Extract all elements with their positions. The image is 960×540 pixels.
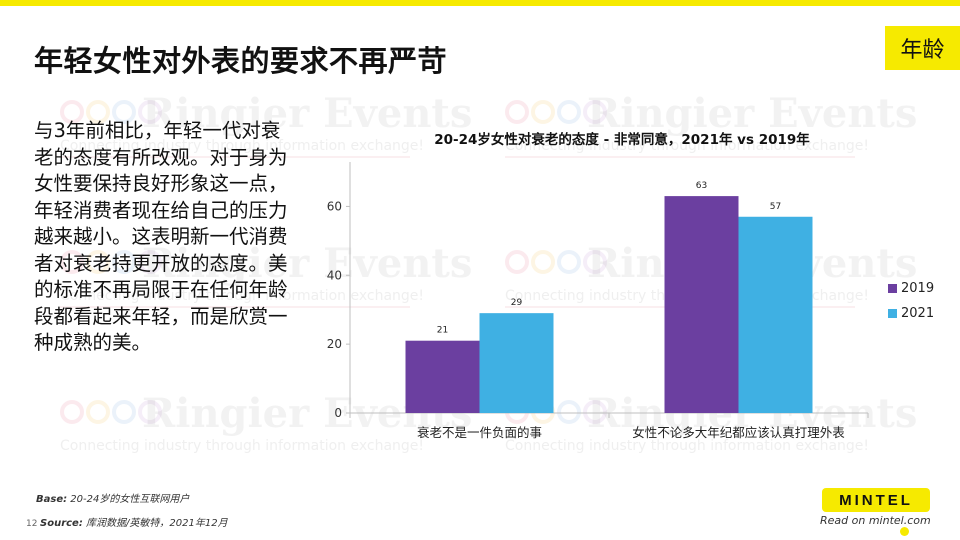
mintel-logo: MINTEL bbox=[822, 488, 930, 512]
bar bbox=[479, 313, 554, 413]
legend-item-2021: 2021 bbox=[888, 306, 934, 321]
watermark-circle bbox=[60, 400, 84, 424]
bar bbox=[405, 340, 480, 413]
chart-legend: 2019 2021 bbox=[888, 281, 934, 331]
source-text: 库润数据/英敏特，2021年12月 bbox=[86, 518, 228, 529]
read-on-link[interactable]: Read on mintel.com bbox=[820, 514, 931, 527]
category-label: 女性不论多大年纪都应该认真打理外表 bbox=[632, 425, 845, 440]
data-label: 21 bbox=[437, 326, 448, 336]
top-accent-bar bbox=[0, 0, 960, 6]
y-tick-label: 20 bbox=[327, 337, 342, 351]
y-tick-label: 60 bbox=[327, 199, 342, 213]
slide-title: 年轻女性对外表的要求不再严苛 bbox=[34, 44, 448, 78]
category-label: 衰老不是一件负面的事 bbox=[417, 425, 542, 440]
legend-swatch bbox=[888, 309, 897, 318]
legend-swatch bbox=[888, 284, 897, 293]
watermark-circles bbox=[505, 100, 607, 124]
bar-chart: 0 20 40 60 21 29 衰老不是一件负面的事 63 57 女性不论多大年纪都应该认真打理… bbox=[327, 162, 869, 440]
body-text: 与3年前相比，年轻一代对衰老的态度有所改观。对于身为女性要保持良好形象这一点，年… bbox=[34, 119, 288, 354]
y-tick-label: 40 bbox=[327, 268, 342, 282]
source-note: Source: 库润数据/英敏特，2021年12月 bbox=[40, 514, 228, 529]
watermark-circles bbox=[60, 400, 162, 424]
category-tag: 年龄 bbox=[885, 26, 960, 70]
watermark-circle bbox=[583, 100, 607, 124]
base-note: Base: 20-24岁的女性互联网用户 bbox=[36, 490, 189, 505]
watermark-circle bbox=[531, 100, 555, 124]
watermark-circle bbox=[112, 400, 136, 424]
page-number: 12 bbox=[26, 519, 38, 529]
data-label: 29 bbox=[511, 298, 523, 308]
watermark-circle bbox=[138, 400, 162, 424]
legend-label: 2019 bbox=[901, 281, 935, 296]
bar bbox=[738, 216, 813, 413]
data-label: 63 bbox=[696, 181, 707, 191]
watermark-circle bbox=[86, 400, 110, 424]
bar bbox=[664, 196, 739, 413]
chart-title: 20-24岁女性对衰老的态度 - 非常同意，2021年 vs 2019年 bbox=[434, 132, 810, 148]
watermark-circle bbox=[557, 100, 581, 124]
legend-label: 2021 bbox=[901, 306, 935, 321]
base-text: 20-24岁的女性互联网用户 bbox=[70, 494, 190, 505]
data-label: 57 bbox=[770, 202, 781, 212]
legend-item-2019: 2019 bbox=[888, 281, 934, 296]
y-tick-label: 0 bbox=[334, 406, 342, 420]
source-label: Source: bbox=[40, 518, 83, 529]
base-label: Base: bbox=[36, 494, 68, 505]
watermark-circle bbox=[505, 100, 529, 124]
logo-dot bbox=[900, 527, 909, 536]
